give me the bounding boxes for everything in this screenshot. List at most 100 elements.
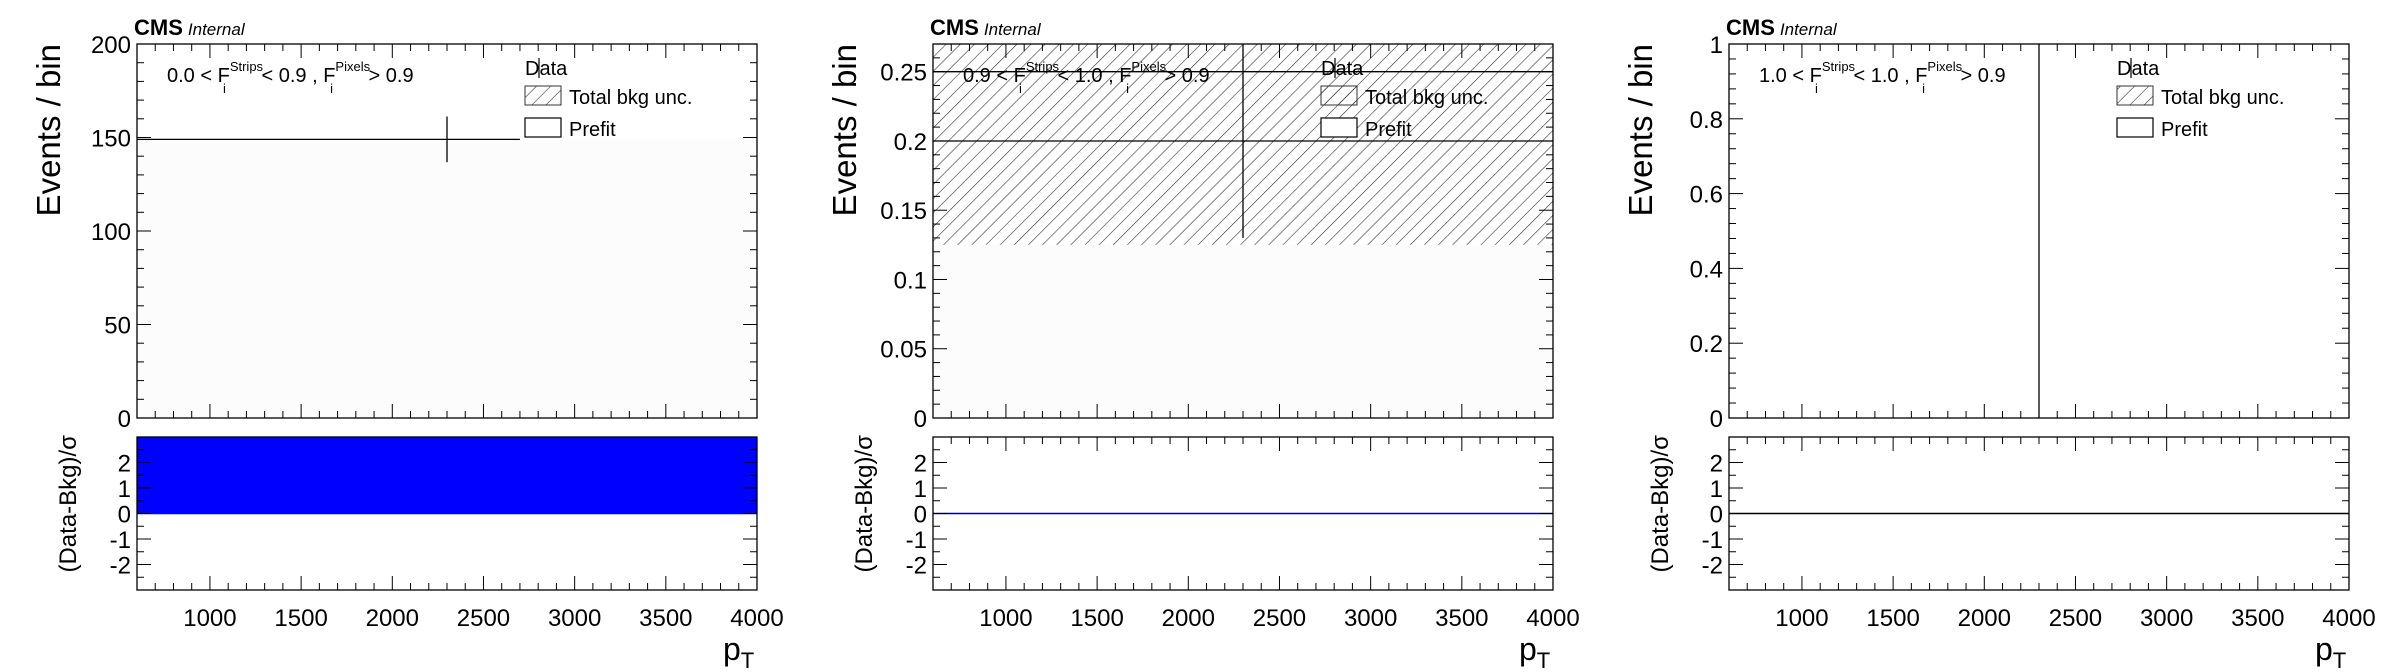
- x-tick-label: 3000: [548, 605, 601, 632]
- x-tick-label: 1000: [1775, 605, 1828, 632]
- y-tick-label: 200: [91, 32, 131, 59]
- y-tick-label: 0.1: [894, 267, 927, 294]
- x-tick-label: 4000: [2322, 605, 2375, 632]
- region-label: 0.9 < FStrips i < 1.0 , FPixels i > 0.9: [963, 59, 1210, 96]
- legend-entry-data: Data: [1321, 58, 1364, 80]
- region-label-sup: Strips: [1822, 59, 1856, 74]
- panel-right: 0 0.2 0.4 0.6 0.8 1 Events / bin CMS Internal 1.0…: [1622, 15, 2376, 672]
- background-bar-0: [137, 139, 757, 418]
- legend-entry-data: Data: [525, 58, 568, 80]
- x-tick-label: 1500: [1070, 605, 1123, 632]
- x-tick-label: 2000: [1958, 605, 2011, 632]
- x-tick-label: 4000: [730, 605, 783, 632]
- legend-prefit-swatch: [524, 117, 562, 138]
- region-label-part: 0.9 < F: [963, 65, 1026, 87]
- ratio-y-tick-label: 1: [118, 476, 131, 503]
- x-tick-label: 3000: [1344, 605, 1397, 632]
- ratio-y-tick-label: 2: [914, 451, 927, 478]
- region-label-sup: Strips: [230, 59, 264, 74]
- x-axis-label-main: p: [723, 631, 741, 667]
- legend-entry-prefit: Prefit: [1365, 119, 1412, 141]
- experiment-label: CMS Internal: [134, 15, 246, 40]
- region-label-part: < 1.0 , F: [1052, 65, 1131, 87]
- region-label-part: < 1.0 , F: [1848, 65, 1927, 87]
- experiment-label: CMS Internal: [1726, 15, 1838, 40]
- ratio-y-axis-label: (Data-Bkg)/σ: [1647, 435, 1674, 573]
- x-axis-label-sub: T: [1537, 648, 1550, 672]
- cms-label: CMS: [930, 15, 979, 40]
- y-tick-label: 0.4: [1690, 256, 1723, 283]
- ratio-y-tick-label: -1: [110, 527, 131, 554]
- ratio-y-axis-label: (Data-Bkg)/σ: [851, 435, 878, 573]
- ratio-fill: [137, 437, 757, 514]
- y-axis-label: Events / bin: [30, 44, 67, 216]
- region-label-sub: i: [1922, 81, 1925, 96]
- x-tick-label: 1000: [979, 605, 1032, 632]
- panel-middle: 0 0.05 0.1 0.15 0.2 0.25 Events / bin CMS Intern…: [826, 15, 1580, 672]
- legend-entry-data: Data: [2117, 58, 2160, 80]
- region-label-sub: i: [1019, 81, 1022, 96]
- x-tick-label: 4000: [1526, 605, 1579, 632]
- ratio-y-axis-label: (Data-Bkg)/σ: [55, 435, 82, 573]
- legend-entry-unc: Total bkg unc.: [2161, 87, 2284, 109]
- x-axis-label: pT: [1519, 631, 1550, 672]
- y-tick-label: 0: [914, 406, 927, 433]
- legend-prefit-swatch: [2116, 117, 2154, 138]
- legend-unc-swatch: [524, 85, 562, 106]
- y-tick-label: 1: [1710, 32, 1723, 59]
- region-label-sup: Strips: [1026, 59, 1060, 74]
- status-label: Internal: [1780, 20, 1838, 39]
- y-tick-label: 0: [1710, 406, 1723, 433]
- y-tick-label: 0.25: [880, 60, 927, 87]
- y-tick-label: 0.8: [1690, 107, 1723, 134]
- ratio-y-tick-label: -1: [1702, 527, 1723, 554]
- y-tick-label: 100: [91, 219, 131, 246]
- region-label-sup: Pixels: [1927, 59, 1962, 74]
- x-tick-label: 1500: [274, 605, 327, 632]
- background-bar-0: [933, 244, 1553, 418]
- region-label-sup: Pixels: [335, 59, 370, 74]
- y-tick-label: 150: [91, 126, 131, 153]
- region-label-sub: i: [1126, 81, 1129, 96]
- legend-unc-swatch: [2116, 85, 2154, 106]
- region-label: 0.0 < FStrips i < 0.9 , FPixels i > 0.9: [167, 59, 414, 96]
- x-tick-label: 2500: [1253, 605, 1306, 632]
- region-label-sub: i: [223, 81, 226, 96]
- y-tick-label: 0.05: [880, 337, 927, 364]
- x-axis-label-main: p: [2315, 631, 2333, 667]
- x-axis-label-sub: T: [741, 648, 754, 672]
- cms-label: CMS: [134, 15, 183, 40]
- ratio-y-tick-label: 2: [118, 451, 131, 478]
- x-axis-label-sub: T: [2333, 648, 2346, 672]
- x-axis-label-main: p: [1519, 631, 1537, 667]
- region-label-sup: Pixels: [1131, 59, 1166, 74]
- region-label-part: 1.0 < F: [1759, 65, 1822, 87]
- region-label-part: 0.0 < F: [167, 65, 230, 87]
- y-tick-label: 0: [118, 406, 131, 433]
- panel-left: 0 50 100 150 200 Events / bin CMS Internal 0.0 <…: [30, 15, 784, 672]
- y-axis-label: Events / bin: [1622, 44, 1659, 216]
- ratio-y-tick-label: -2: [110, 553, 131, 580]
- ratio-y-tick-label: 1: [1710, 476, 1723, 503]
- region-label-part: > 0.9: [1159, 65, 1210, 87]
- experiment-label: CMS Internal: [930, 15, 1042, 40]
- region-label-part: > 0.9: [363, 65, 414, 87]
- x-tick-label: 3500: [639, 605, 692, 632]
- ratio-y-tick-label: -2: [1702, 553, 1723, 580]
- region-label-part: < 0.9 , F: [256, 65, 335, 87]
- x-tick-label: 3500: [1435, 605, 1488, 632]
- region-label-part: > 0.9: [1955, 65, 2006, 87]
- status-label: Internal: [188, 20, 246, 39]
- ratio-y-tick-label: -2: [906, 553, 927, 580]
- legend-entry-prefit: Prefit: [569, 119, 616, 141]
- ratio-y-tick-label: 1: [914, 476, 927, 503]
- region-label-sub: i: [1815, 81, 1818, 96]
- ratio-y-tick-label: 0: [118, 502, 131, 529]
- x-tick-label: 3000: [2140, 605, 2193, 632]
- legend-entry-unc: Total bkg unc.: [569, 87, 692, 109]
- x-tick-label: 2000: [366, 605, 419, 632]
- legend-entry-prefit: Prefit: [2161, 119, 2208, 141]
- region-label: 1.0 < FStrips i < 1.0 , FPixels i > 0.9: [1759, 59, 2006, 96]
- legend-unc-swatch: [1320, 85, 1358, 106]
